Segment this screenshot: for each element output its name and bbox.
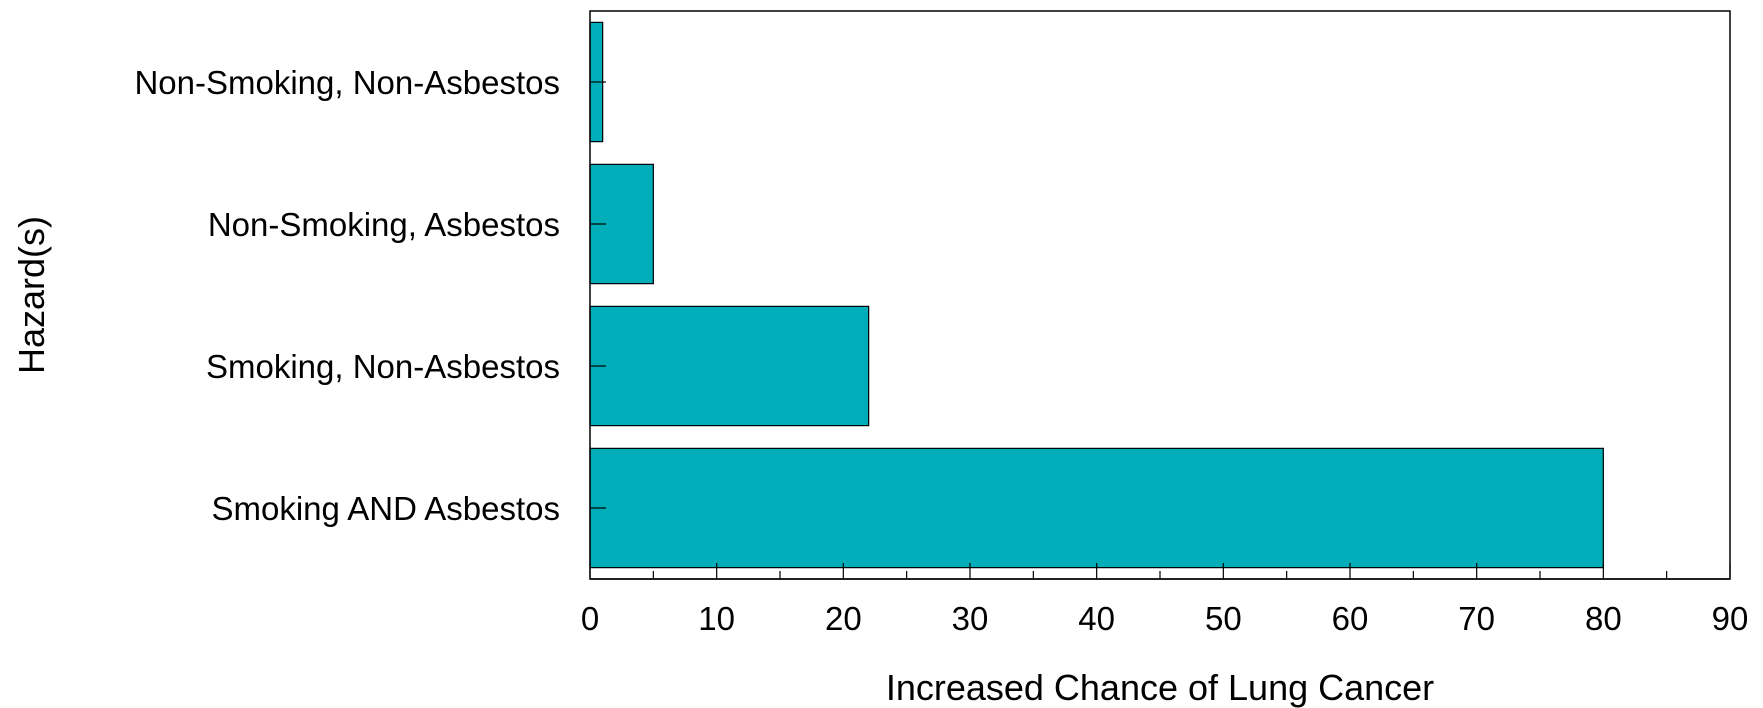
category-label: Smoking, Non-Asbestos	[206, 348, 560, 385]
y-axis: Non-Smoking, Non-Asbestos Non-Smoking, As…	[134, 64, 606, 527]
x-tick-label: 0	[581, 600, 599, 637]
x-tick-label: 90	[1712, 600, 1749, 637]
x-axis: 0 10 20 30 40 50 60 70 80 90	[581, 563, 1749, 637]
x-tick-label: 70	[1458, 600, 1495, 637]
bar	[589, 305, 870, 427]
x-axis-title: Increased Chance of Lung Cancer	[886, 667, 1434, 708]
x-tick-label: 80	[1585, 600, 1622, 637]
x-tick-label: 40	[1078, 600, 1115, 637]
x-tick-label: 50	[1205, 600, 1242, 637]
y-axis-title: Hazard(s)	[11, 216, 52, 374]
bars-group	[589, 21, 1604, 569]
category-label: Non-Smoking, Non-Asbestos	[134, 64, 560, 101]
x-tick-label: 10	[698, 600, 735, 637]
x-tick-label: 30	[952, 600, 989, 637]
x-tick-label: 20	[825, 600, 862, 637]
category-label: Non-Smoking, Asbestos	[208, 206, 560, 243]
x-tick-label: 60	[1332, 600, 1369, 637]
bar	[589, 447, 1604, 569]
category-label: Smoking AND Asbestos	[212, 490, 561, 527]
